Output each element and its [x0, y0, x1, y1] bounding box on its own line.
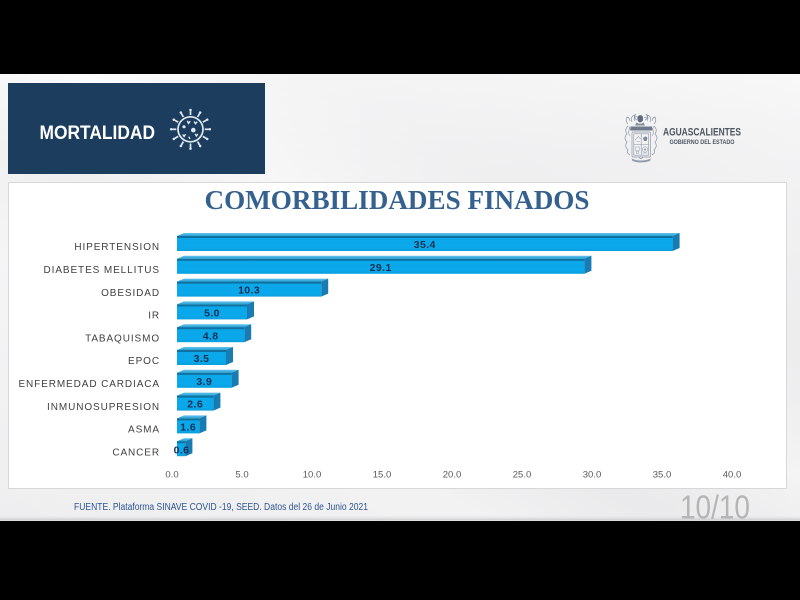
svg-text:INMUNOSUPRESION: INMUNOSUPRESION: [47, 402, 160, 413]
svg-text:1.6: 1.6: [180, 422, 196, 434]
svg-text:5.0: 5.0: [235, 470, 248, 481]
svg-text:30.0: 30.0: [583, 470, 602, 481]
svg-text:AGUASCALIENTES: AGUASCALIENTES: [663, 127, 741, 139]
svg-text:ENFERMEDAD CARDIACA: ENFERMEDAD CARDIACA: [18, 379, 160, 390]
svg-text:2.6: 2.6: [187, 399, 203, 411]
svg-text:35.4: 35.4: [414, 239, 436, 251]
svg-text:29.1: 29.1: [370, 262, 392, 274]
svg-text:HIPERTENSION: HIPERTENSION: [74, 242, 160, 253]
svg-text:FUENTE. Plataforma SINAVE COVI: FUENTE. Plataforma SINAVE COVID -19, SEE…: [74, 502, 368, 513]
svg-text:TABAQUISMO: TABAQUISMO: [85, 333, 160, 344]
svg-text:OBESIDAD: OBESIDAD: [101, 288, 160, 299]
svg-text:4.8: 4.8: [203, 330, 219, 342]
svg-text:10.0: 10.0: [303, 470, 322, 481]
svg-text:0.0: 0.0: [165, 470, 178, 481]
svg-text:15.0: 15.0: [373, 470, 392, 481]
svg-text:0.6: 0.6: [174, 444, 190, 456]
svg-text:25.0: 25.0: [513, 470, 532, 481]
svg-text:IR: IR: [148, 311, 160, 322]
svg-text:10/10: 10/10: [680, 490, 750, 527]
svg-text:ASMA: ASMA: [128, 425, 160, 436]
svg-text:35.0: 35.0: [653, 470, 672, 481]
svg-text:EPOC: EPOC: [128, 356, 160, 367]
svg-text:CANCER: CANCER: [112, 447, 160, 458]
svg-text:DIABETES MELLITUS: DIABETES MELLITUS: [44, 265, 160, 276]
svg-text:40.0: 40.0: [723, 470, 742, 481]
svg-text:10.3: 10.3: [238, 285, 260, 297]
svg-text:GOBIERNO DEL ESTADO: GOBIERNO DEL ESTADO: [670, 139, 735, 146]
svg-text:3.5: 3.5: [194, 353, 210, 365]
svg-text:MORTALIDAD: MORTALIDAD: [40, 123, 156, 144]
svg-text:COMORBILIDADES FINADOS: COMORBILIDADES FINADOS: [205, 185, 590, 215]
svg-text:5.0: 5.0: [204, 308, 220, 320]
svg-text:3.9: 3.9: [196, 376, 212, 388]
svg-text:20.0: 20.0: [443, 470, 462, 481]
